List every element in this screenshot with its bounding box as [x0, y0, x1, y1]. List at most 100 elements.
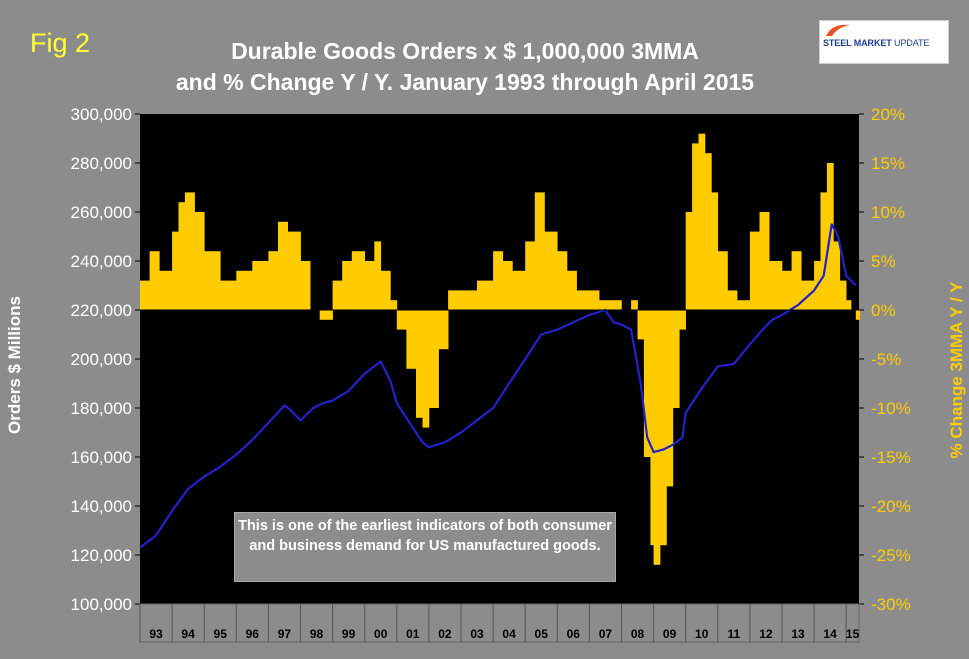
figure-label: Fig 2: [30, 28, 91, 58]
right-axis: 20% 15% 10% 5% 0% -5% -10% -15% -20% -25% -30%: [859, 105, 911, 614]
left-tick-label: 300,000: [71, 105, 132, 124]
y-axis-label-right: % Change 3MMA Y / Y: [947, 281, 966, 459]
orders-line: [139, 223, 857, 549]
right-tick-label: 10%: [871, 203, 905, 222]
bar: [769, 261, 783, 310]
x-tick-label: 15: [846, 627, 860, 641]
bar: [300, 261, 311, 310]
bar: [599, 300, 609, 310]
bar: [149, 251, 160, 310]
left-tick-label: 220,000: [71, 301, 132, 320]
bar: [717, 251, 728, 310]
bar: [172, 231, 179, 310]
x-tick-label: 04: [502, 627, 516, 641]
bar: [727, 290, 738, 310]
bar: [220, 280, 237, 310]
bar: [711, 192, 719, 310]
bar: [204, 251, 221, 310]
x-tick-label: 05: [535, 627, 549, 641]
bar: [461, 290, 478, 310]
bar: [396, 310, 407, 330]
bar: [660, 310, 667, 546]
x-tick-label: 13: [791, 627, 805, 641]
logo-text: STEEL MARKET UPDATE: [823, 38, 929, 48]
bar: [672, 310, 680, 408]
x-tick-label: 12: [759, 627, 773, 641]
bar: [140, 280, 150, 310]
x-tick-label: 00: [374, 627, 388, 641]
x-tick-label: 99: [342, 627, 356, 641]
bar: [679, 310, 686, 330]
chart-title-line-1: Durable Goods Orders x $ 1,000,000 3MMA: [231, 38, 699, 64]
brand-logo: STEEL MARKET UPDATE: [819, 20, 949, 64]
bar: [692, 143, 699, 310]
x-tick-label: 14: [823, 627, 837, 641]
bar: [236, 270, 253, 310]
right-tick-label: -5%: [871, 350, 901, 369]
x-tick-label: 97: [278, 627, 292, 641]
chart-title: Durable Goods Orders x $ 1,000,000 3MMA …: [120, 36, 810, 98]
bar: [287, 231, 301, 310]
left-tick-label: 140,000: [71, 497, 132, 516]
right-tick-label: -25%: [871, 546, 911, 565]
bar: [278, 221, 288, 310]
bar: [422, 310, 430, 428]
logo-text-part2: UPDATE: [894, 38, 930, 48]
bar: [557, 251, 568, 310]
right-tick-label: -10%: [871, 399, 911, 418]
bar: [512, 270, 526, 310]
annotation-box: This is one of the earliest indicators o…: [234, 512, 616, 582]
left-tick-label: 260,000: [71, 203, 132, 222]
left-tick-label: 240,000: [71, 252, 132, 271]
bar: [268, 251, 279, 310]
bar: [448, 290, 462, 310]
x-tick-label: 95: [214, 627, 228, 641]
bar: [380, 270, 391, 310]
bar: [759, 212, 770, 310]
left-tick-label: 200,000: [71, 350, 132, 369]
x-tick-label: 02: [438, 627, 452, 641]
bar: [390, 300, 398, 310]
left-tick-label: 180,000: [71, 399, 132, 418]
bar: [833, 241, 841, 310]
x-tick-label: 93: [149, 627, 163, 641]
bar: [576, 290, 590, 310]
bar: [791, 251, 802, 310]
bar: [252, 261, 269, 310]
left-tick-label: 100,000: [71, 595, 132, 614]
bar: [749, 231, 760, 310]
bar: [608, 300, 622, 310]
bar: [178, 202, 186, 310]
x-axis: 93 94 95 96 97 98 99 00 01 02 03 04 05 06 07 08 09 10 11 12…: [139, 604, 860, 642]
bar: [589, 290, 600, 310]
bar: [666, 310, 674, 487]
bar: [351, 251, 365, 310]
bar: [319, 310, 333, 320]
right-tick-label: -30%: [871, 595, 911, 614]
x-tick-label: 03: [470, 627, 484, 641]
bar: [502, 261, 513, 310]
bar: [525, 241, 536, 310]
bar: [438, 310, 449, 350]
logo-text-part1: STEEL MARKET: [823, 38, 892, 48]
bar: [184, 192, 195, 310]
x-tick-label: 06: [567, 627, 581, 641]
y-axis-label-left: Orders $ Millions: [5, 296, 24, 434]
bar: [364, 261, 375, 310]
line-series: [139, 223, 857, 549]
x-tick-label: 96: [246, 627, 260, 641]
right-tick-label: -20%: [871, 497, 911, 516]
bar: [159, 270, 173, 310]
bar: [737, 300, 751, 310]
bar: [566, 270, 577, 310]
left-tick-label: 280,000: [71, 154, 132, 173]
bar: [406, 310, 417, 369]
right-tick-label: 20%: [871, 105, 905, 124]
left-tick-label: 120,000: [71, 546, 132, 565]
bar: [631, 300, 638, 310]
x-tick-label: 10: [695, 627, 709, 641]
bar: [477, 280, 494, 310]
bar: [493, 251, 504, 310]
bar: [342, 261, 353, 310]
x-tick-label: 08: [631, 627, 645, 641]
